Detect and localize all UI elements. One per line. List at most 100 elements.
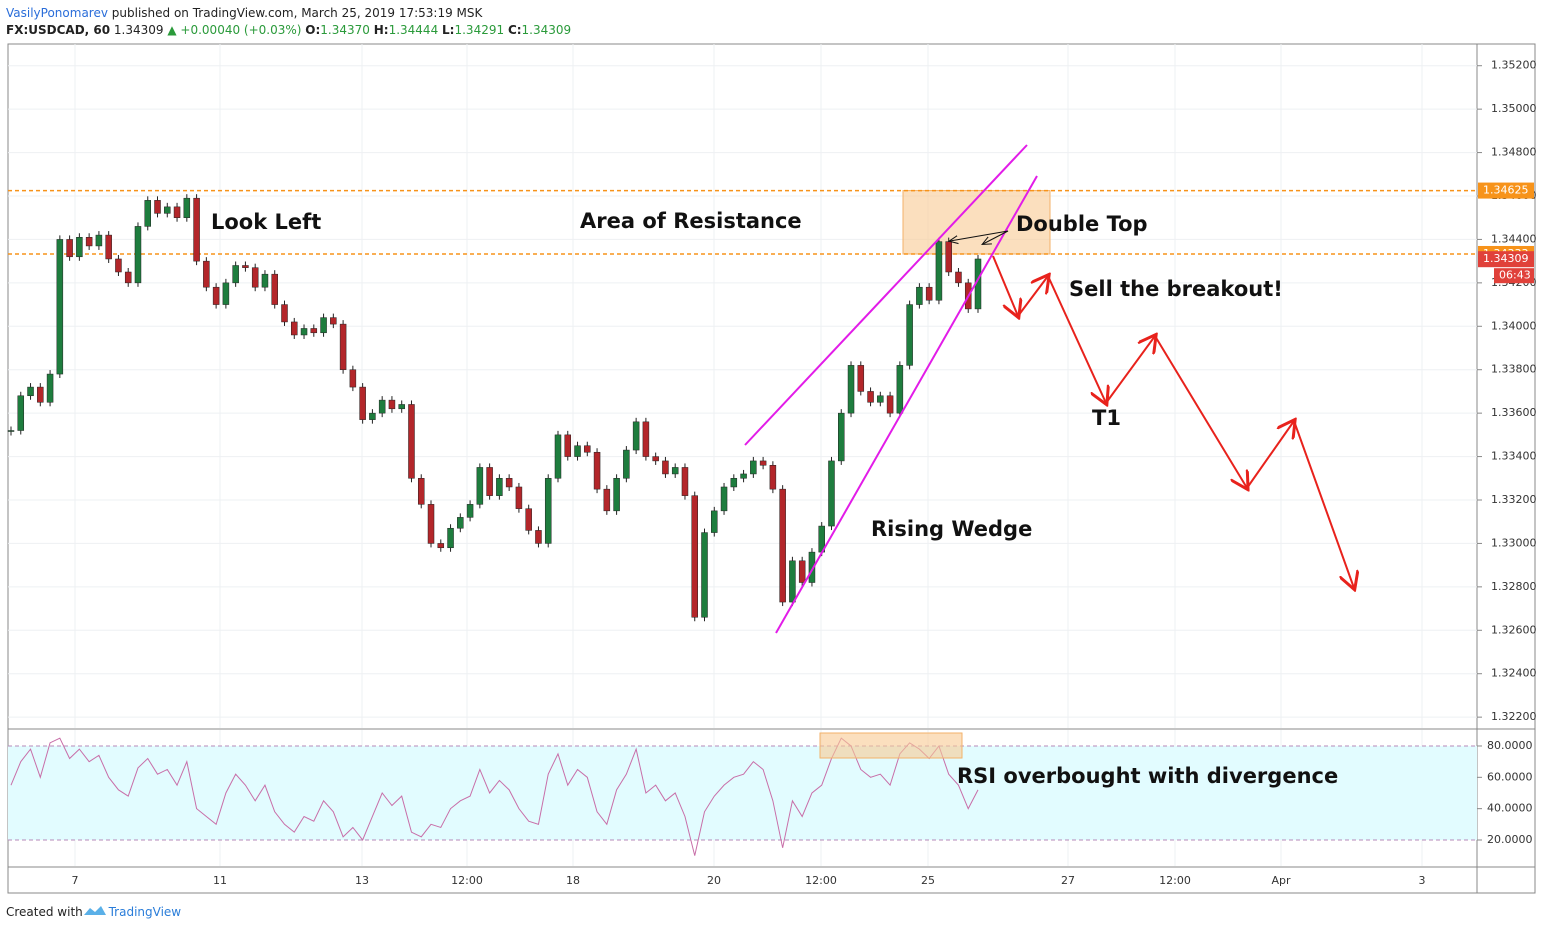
o: 1.34370 <box>320 23 370 37</box>
x-tick-label: 13 <box>355 874 369 887</box>
marks <box>7 189 1477 856</box>
annotation: Look Left <box>211 210 321 234</box>
logo <box>84 906 106 915</box>
y-tick-label: 1.33000 <box>1491 536 1537 549</box>
h: 1.34444 <box>389 23 439 37</box>
l: 1.34291 <box>454 23 504 37</box>
y-tick-label: 40.0000 <box>1487 802 1533 815</box>
symbol: FX:USDCAD, 60 <box>6 23 110 37</box>
symbol-line: FX:USDCAD, 60 1.34309 ▲ +0.00040 (+0.03%… <box>6 23 571 37</box>
candle-body <box>681 467 689 496</box>
candle-body <box>124 271 132 284</box>
candle-body <box>310 328 318 334</box>
candle-body <box>46 373 54 403</box>
x-tick-label: 12:00 <box>805 874 837 887</box>
annotation: RSI overbought with divergence <box>957 764 1338 788</box>
candle-body <box>271 273 278 305</box>
candle-body <box>56 239 64 375</box>
candle-body <box>173 206 181 218</box>
candle-body <box>105 234 112 260</box>
o-label: O: <box>305 23 320 37</box>
candle-body <box>623 449 630 479</box>
candle-body <box>584 445 591 453</box>
last-price-label: 1.34309 <box>1483 252 1529 265</box>
y-tick-label: 1.33200 <box>1491 493 1537 506</box>
candle-body <box>769 465 777 490</box>
candle-body <box>896 365 904 414</box>
l-label: L: <box>442 23 454 37</box>
candle-body <box>750 460 757 475</box>
published: published on TradingView.com, March 25, … <box>112 6 484 20</box>
y-tick-label: 60.0000 <box>1487 770 1533 783</box>
candle-body <box>378 399 386 414</box>
candle-body <box>17 395 25 431</box>
candle-body <box>847 365 855 414</box>
y-tick-label: 1.32600 <box>1491 623 1537 636</box>
candle-body <box>281 304 288 323</box>
candle-body <box>955 271 962 284</box>
countdown-badge <box>1494 268 1534 284</box>
projection-arrow <box>1105 336 1155 404</box>
candle-body <box>691 495 698 618</box>
x-tick-label: 7 <box>72 874 79 887</box>
candle-body <box>916 286 923 305</box>
candle-body <box>476 467 484 505</box>
level-badge <box>1478 182 1534 199</box>
y-tick-label: 1.34800 <box>1491 146 1537 159</box>
candle-body <box>486 467 493 496</box>
grid <box>8 44 1477 866</box>
y-tick-label: 1.33400 <box>1491 450 1537 463</box>
candle-body <box>838 412 845 462</box>
candle-body <box>867 391 874 403</box>
candle-body <box>427 504 435 544</box>
candle-body <box>740 473 747 479</box>
candle-body <box>339 323 347 370</box>
candle-body <box>164 206 171 214</box>
author[interactable]: VasilyPonomarev published on TradingView… <box>6 6 484 20</box>
candle-body <box>242 265 249 268</box>
candle-body <box>925 286 933 301</box>
candle-body <box>515 486 523 509</box>
y-tick-label: 1.34000 <box>1491 319 1537 332</box>
footer-brand[interactable]: TradingView <box>108 905 182 919</box>
resistance-box <box>902 190 1051 255</box>
candle-body <box>232 265 239 284</box>
candle-body <box>535 530 542 544</box>
candle-body <box>37 386 44 403</box>
y-tick-label: 1.34400 <box>1491 232 1537 245</box>
candle-body <box>789 560 796 603</box>
author-name[interactable]: VasilyPonomarev <box>6 6 108 20</box>
candle-body <box>593 451 601 490</box>
candle-body <box>134 226 142 284</box>
candle-body <box>95 234 103 247</box>
y-tick-label: 1.33800 <box>1491 363 1537 376</box>
candle-body <box>505 478 513 488</box>
candle-body <box>720 486 728 512</box>
candle-body <box>388 399 396 410</box>
candle-body <box>613 478 620 512</box>
candle-body <box>76 237 83 258</box>
candle-body <box>525 508 532 531</box>
wedge-lower <box>775 175 1038 634</box>
y-tick-label: 1.32400 <box>1491 667 1537 680</box>
x-tick-label: 18 <box>566 874 580 887</box>
candle-body <box>711 510 718 533</box>
level-label: 1.34625 <box>1483 184 1529 197</box>
annotation: T1 <box>1092 406 1121 430</box>
candle-body <box>652 456 659 462</box>
candle-body <box>222 282 230 305</box>
candle-body <box>417 478 425 505</box>
pointer-arrow <box>950 230 1009 241</box>
candle-body <box>945 241 952 273</box>
candle-body <box>398 404 405 410</box>
candle-body <box>203 260 210 288</box>
candle-body <box>66 239 73 258</box>
c: 1.34309 <box>522 23 572 37</box>
candle-body <box>886 395 894 414</box>
x-tick-label: 25 <box>921 874 935 887</box>
candle-body <box>359 386 366 420</box>
projection-arrow <box>1293 420 1354 588</box>
candle-body <box>554 434 562 479</box>
rsi-line <box>10 737 979 856</box>
